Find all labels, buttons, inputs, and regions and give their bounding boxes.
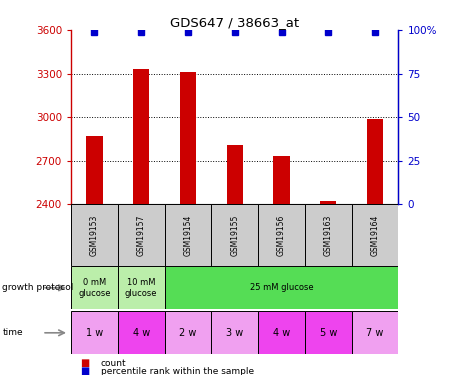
Bar <box>320 201 337 204</box>
Text: ■: ■ <box>80 358 89 368</box>
Bar <box>352 204 398 266</box>
Text: growth protocol: growth protocol <box>2 284 74 292</box>
Bar <box>118 204 164 266</box>
Text: 7 w: 7 w <box>366 328 384 338</box>
Bar <box>71 266 118 309</box>
Text: 10 mM
glucose: 10 mM glucose <box>125 278 158 297</box>
Text: 4 w: 4 w <box>273 328 290 338</box>
Bar <box>133 69 149 204</box>
Bar <box>227 145 243 204</box>
Bar <box>305 311 352 354</box>
Text: time: time <box>2 328 23 338</box>
Bar <box>258 311 305 354</box>
Text: count: count <box>101 358 126 368</box>
Bar <box>71 204 118 266</box>
Text: 3 w: 3 w <box>226 328 243 338</box>
Text: GSM19163: GSM19163 <box>324 214 333 256</box>
Text: GSM19164: GSM19164 <box>371 214 380 256</box>
Bar <box>305 204 352 266</box>
Text: ■: ■ <box>80 366 89 375</box>
Text: GSM19154: GSM19154 <box>184 214 192 256</box>
Bar <box>352 311 398 354</box>
Text: 25 mM glucose: 25 mM glucose <box>250 284 313 292</box>
Bar <box>258 204 305 266</box>
Bar <box>273 156 290 204</box>
Bar <box>211 204 258 266</box>
Text: GSM19156: GSM19156 <box>277 214 286 256</box>
Bar <box>164 266 398 309</box>
Bar <box>164 311 211 354</box>
Bar <box>164 204 211 266</box>
Text: 2 w: 2 w <box>179 328 196 338</box>
Text: GSM19153: GSM19153 <box>90 214 99 256</box>
Text: 4 w: 4 w <box>132 328 150 338</box>
Text: percentile rank within the sample: percentile rank within the sample <box>101 367 254 375</box>
Text: GSM19157: GSM19157 <box>136 214 146 256</box>
Text: 1 w: 1 w <box>86 328 103 338</box>
Bar <box>118 266 164 309</box>
Bar <box>118 311 164 354</box>
Bar <box>180 72 196 204</box>
Bar <box>71 311 118 354</box>
Bar <box>367 118 383 204</box>
Bar <box>86 136 103 204</box>
Title: GDS647 / 38663_at: GDS647 / 38663_at <box>170 16 299 29</box>
Text: 0 mM
glucose: 0 mM glucose <box>78 278 111 297</box>
Text: GSM19155: GSM19155 <box>230 214 239 256</box>
Bar <box>211 311 258 354</box>
Text: 5 w: 5 w <box>320 328 337 338</box>
